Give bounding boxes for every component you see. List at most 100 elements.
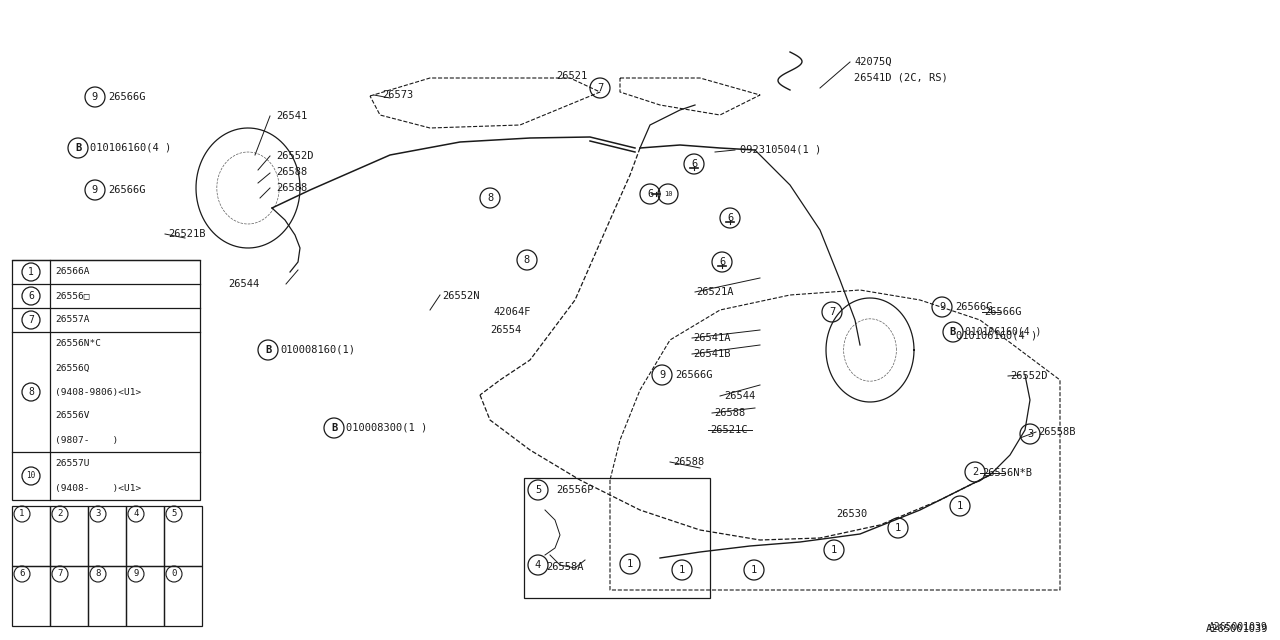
Text: 26557A: 26557A (55, 316, 90, 324)
Text: B: B (265, 345, 271, 355)
Bar (12, 506, 50, 566)
Text: 26556V: 26556V (55, 412, 90, 420)
Text: 7: 7 (28, 315, 35, 325)
Text: 26544: 26544 (724, 391, 755, 401)
Text: 26556□: 26556□ (55, 291, 90, 301)
Text: 9: 9 (938, 302, 945, 312)
Text: 10: 10 (27, 472, 36, 481)
Text: 26541A: 26541A (692, 333, 731, 343)
Text: 092310504(1 ): 092310504(1 ) (740, 145, 822, 155)
Text: 9: 9 (133, 570, 138, 579)
Text: 26566G: 26566G (675, 370, 713, 380)
Text: 6: 6 (19, 570, 24, 579)
Text: 26521B: 26521B (168, 229, 206, 239)
Text: 2: 2 (972, 467, 978, 477)
Text: 26566G: 26566G (108, 185, 146, 195)
Text: B: B (330, 423, 337, 433)
Text: 26566G: 26566G (984, 307, 1021, 317)
Text: 26558B: 26558B (1038, 427, 1075, 437)
Text: 26558A: 26558A (547, 562, 584, 572)
Text: 1: 1 (28, 267, 35, 277)
Text: 4: 4 (133, 509, 138, 518)
Text: 26556N*C: 26556N*C (55, 339, 101, 349)
Text: 3: 3 (95, 509, 101, 518)
Text: 26588: 26588 (714, 408, 745, 418)
Text: 26552N: 26552N (442, 291, 480, 301)
Text: A265001039: A265001039 (1210, 622, 1268, 632)
Text: 26588: 26588 (276, 167, 307, 177)
Text: 8: 8 (486, 193, 493, 203)
Text: 26521A: 26521A (696, 287, 733, 297)
Text: 6: 6 (719, 257, 726, 267)
Text: 26556N*B: 26556N*B (982, 468, 1032, 478)
Text: 10: 10 (664, 191, 672, 197)
Text: 6: 6 (691, 159, 698, 169)
Text: 8: 8 (524, 255, 530, 265)
Text: 26573: 26573 (381, 90, 413, 100)
Bar (50, 566, 88, 626)
Text: 1: 1 (831, 545, 837, 555)
Text: 7: 7 (58, 570, 63, 579)
Text: 26588: 26588 (673, 457, 704, 467)
Bar (164, 506, 202, 566)
Bar (164, 566, 202, 626)
Text: 26556P: 26556P (556, 485, 594, 495)
Text: 6: 6 (28, 291, 35, 301)
Text: 1: 1 (19, 509, 24, 518)
Text: 9: 9 (92, 185, 99, 195)
Text: 5: 5 (535, 485, 541, 495)
Text: 26541D (2C, RS): 26541D (2C, RS) (854, 73, 947, 83)
Text: 26521C: 26521C (710, 425, 748, 435)
Bar (12, 260, 200, 500)
Text: 26557U: 26557U (55, 460, 90, 468)
Text: 26530: 26530 (836, 509, 868, 519)
Text: 010008300(1 ): 010008300(1 ) (346, 423, 428, 433)
Text: 0: 0 (172, 570, 177, 579)
Text: 1: 1 (751, 565, 758, 575)
Text: 3: 3 (1027, 429, 1033, 439)
Bar (88, 566, 125, 626)
Text: 1: 1 (957, 501, 963, 511)
Text: 26541: 26541 (276, 111, 307, 121)
Text: 26566G: 26566G (955, 302, 992, 312)
Text: 26566G: 26566G (108, 92, 146, 102)
Text: 9: 9 (659, 370, 666, 380)
Text: 010106160(4 ): 010106160(4 ) (965, 327, 1042, 337)
Text: 26541B: 26541B (692, 349, 731, 359)
Bar (125, 506, 164, 566)
Text: 010106160(4 ): 010106160(4 ) (956, 330, 1037, 340)
Text: 1: 1 (627, 559, 634, 569)
Text: 6: 6 (727, 213, 733, 223)
Text: 5: 5 (172, 509, 177, 518)
Bar (524, 478, 710, 598)
Text: 1: 1 (895, 523, 901, 533)
Bar (88, 506, 125, 566)
Text: 6: 6 (646, 189, 653, 199)
Text: 9: 9 (92, 92, 99, 102)
Text: (9408-9806)<U1>: (9408-9806)<U1> (55, 387, 141, 397)
Text: 26556Q: 26556Q (55, 364, 90, 372)
Bar (125, 566, 164, 626)
Text: 010106160(4 ): 010106160(4 ) (90, 143, 172, 153)
Bar (50, 506, 88, 566)
Text: 26588: 26588 (276, 183, 307, 193)
Text: 26552D: 26552D (276, 151, 314, 161)
Bar (12, 566, 50, 626)
Text: A265001039: A265001039 (1206, 624, 1268, 634)
Text: 42075Q: 42075Q (854, 57, 891, 67)
Text: B: B (74, 143, 81, 153)
Text: 8: 8 (95, 570, 101, 579)
Text: 2: 2 (58, 509, 63, 518)
Text: 26544: 26544 (228, 279, 260, 289)
Text: 26566A: 26566A (55, 268, 90, 276)
Text: (9807-    ): (9807- ) (55, 435, 118, 445)
Text: 26521: 26521 (556, 71, 588, 81)
Text: 1: 1 (678, 565, 685, 575)
Text: 7: 7 (596, 83, 603, 93)
Text: (9408-    )<U1>: (9408- )<U1> (55, 483, 141, 493)
Text: 8: 8 (28, 387, 35, 397)
Text: 010008160(1): 010008160(1) (280, 345, 355, 355)
Text: 7: 7 (829, 307, 835, 317)
Text: B: B (950, 327, 956, 337)
Text: 4: 4 (535, 560, 541, 570)
